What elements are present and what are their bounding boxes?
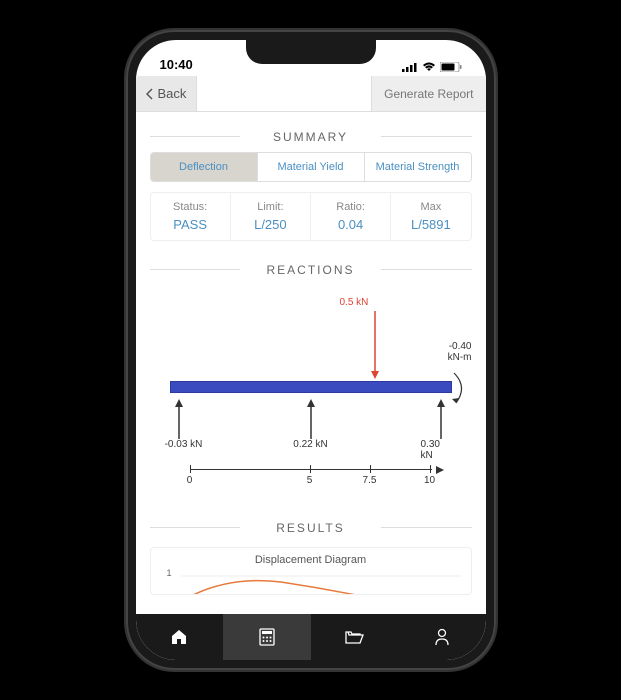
scale-label-3: 10 xyxy=(424,475,435,486)
stat-limit-label: Limit: xyxy=(233,201,308,213)
stat-limit-value: L/250 xyxy=(233,217,308,232)
moment-unit: kN-m xyxy=(448,352,472,363)
results-chart-title: Displacement Diagram xyxy=(161,554,461,566)
results-curve xyxy=(161,568,461,594)
nav-spacer xyxy=(197,76,371,111)
nav-home[interactable] xyxy=(136,614,224,660)
back-button[interactable]: Back xyxy=(136,76,198,111)
stat-max: Max L/5891 xyxy=(391,193,470,240)
stat-ratio-value: 0.04 xyxy=(313,217,388,232)
summary-stats: Status: PASS Limit: L/250 Ratio: 0.04 Ma… xyxy=(150,192,472,241)
results-title: RESULTS xyxy=(150,511,472,543)
scale-label-2: 7.5 xyxy=(363,475,377,486)
scale-tick-0 xyxy=(190,465,191,473)
user-icon xyxy=(434,628,450,646)
results-ytick: 1 xyxy=(167,568,172,578)
stat-limit: Limit: L/250 xyxy=(231,193,311,240)
scale-tick-2 xyxy=(370,465,371,473)
tab-material-yield[interactable]: Material Yield xyxy=(258,153,365,181)
stat-status: Status: PASS xyxy=(151,193,231,240)
reactions-title: REACTIONS xyxy=(150,253,472,285)
folder-open-icon xyxy=(344,629,364,645)
status-time: 10:40 xyxy=(160,57,193,72)
load-label: 0.5 kN xyxy=(340,297,369,308)
summary-title: SUMMARY xyxy=(150,120,472,152)
tab-deflection[interactable]: Deflection xyxy=(151,153,258,181)
load-arrow-icon xyxy=(370,311,380,381)
status-icons xyxy=(402,62,462,72)
back-label: Back xyxy=(158,86,187,101)
reactions-diagram: 0.5 kN -0.40 kN-m -0.03 kN 0.22 kN 0.30 … xyxy=(150,291,472,501)
calculator-icon xyxy=(259,628,275,646)
moment-label: -0.40 kN-m xyxy=(448,341,472,363)
stat-status-value: PASS xyxy=(153,217,228,232)
reaction-label-3: 0.30 kN xyxy=(421,439,455,461)
generate-report-button[interactable]: Generate Report xyxy=(371,76,485,111)
screen: 10:40 Back Generate Report SUMMARY Defle… xyxy=(136,40,486,660)
reaction-arrow-2-icon xyxy=(306,399,316,439)
stat-ratio-label: Ratio: xyxy=(313,201,388,213)
home-icon xyxy=(170,628,188,646)
moment-value: -0.40 xyxy=(449,341,472,352)
bottom-nav xyxy=(136,614,486,660)
scale-line xyxy=(190,469,432,470)
scale-arrow-icon xyxy=(430,466,444,474)
reaction-arrow-1-icon xyxy=(174,399,184,439)
nav-folder[interactable] xyxy=(311,614,399,660)
reaction-label-2: 0.22 kN xyxy=(293,439,327,450)
stat-ratio: Ratio: 0.04 xyxy=(311,193,391,240)
results-card: Displacement Diagram 1 xyxy=(150,547,472,595)
phone-frame: 10:40 Back Generate Report SUMMARY Defle… xyxy=(126,30,496,670)
signal-icon xyxy=(402,62,418,72)
tab-material-strength[interactable]: Material Strength xyxy=(365,153,471,181)
beam xyxy=(170,381,452,393)
top-nav: Back Generate Report xyxy=(136,76,486,112)
reaction-label-1: -0.03 kN xyxy=(165,439,203,450)
wifi-icon xyxy=(422,62,436,72)
chevron-left-icon xyxy=(146,88,154,100)
results-chart: 1 xyxy=(161,568,461,594)
stat-status-label: Status: xyxy=(153,201,228,213)
phone-notch xyxy=(246,40,376,64)
battery-icon xyxy=(440,62,462,72)
nav-calculator[interactable] xyxy=(223,614,311,660)
generate-report-label: Generate Report xyxy=(384,87,473,101)
reaction-arrow-3-icon xyxy=(436,399,446,439)
nav-user[interactable] xyxy=(398,614,486,660)
summary-tabs: Deflection Material Yield Material Stren… xyxy=(150,152,472,182)
scale-label-1: 5 xyxy=(307,475,313,486)
scale-tick-1 xyxy=(310,465,311,473)
content-scroll[interactable]: SUMMARY Deflection Material Yield Materi… xyxy=(136,112,486,614)
stat-max-label: Max xyxy=(393,201,468,213)
stat-max-value: L/5891 xyxy=(393,217,468,232)
scale-label-0: 0 xyxy=(187,475,193,486)
